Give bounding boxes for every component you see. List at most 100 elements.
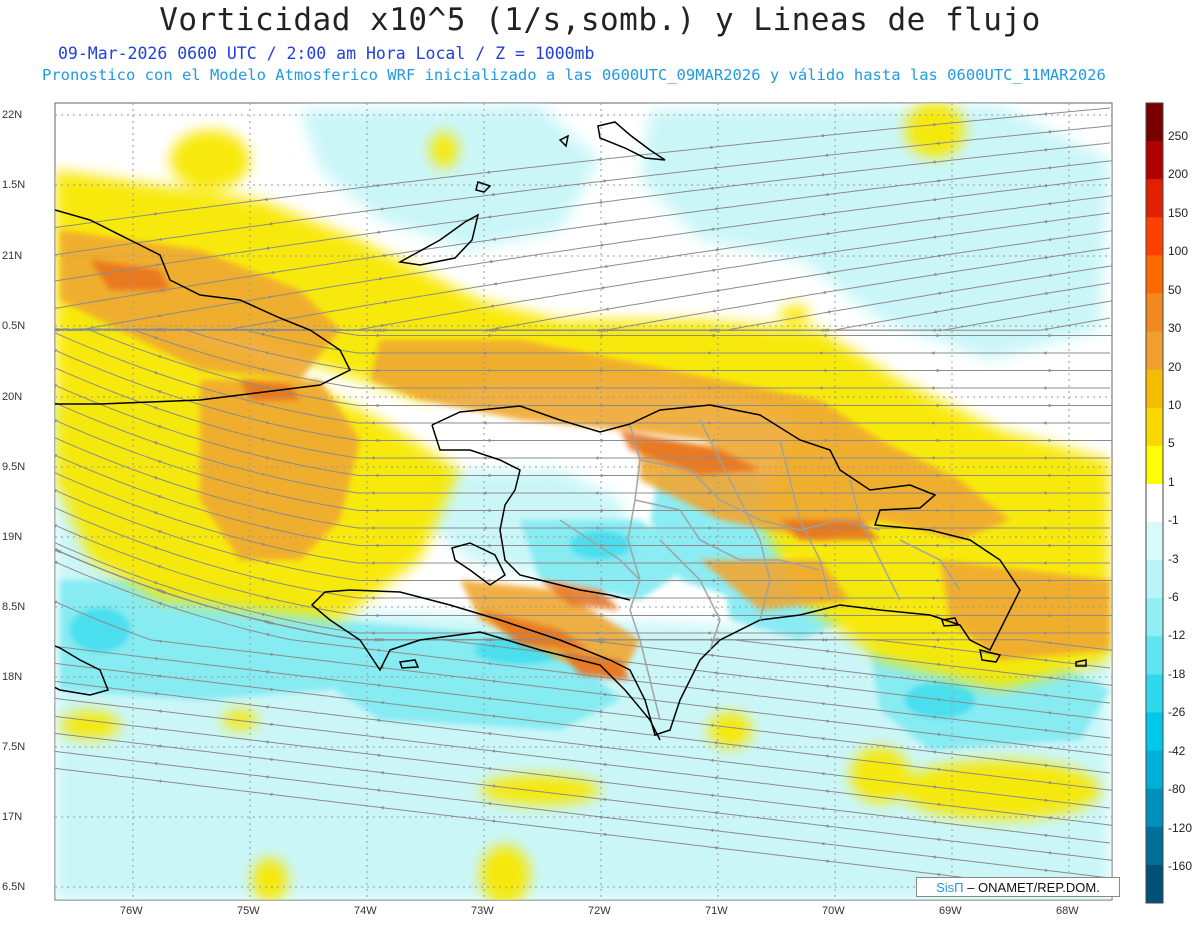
streamline-arrow <box>710 368 715 373</box>
streamline-arrow <box>55 524 58 528</box>
streamline-arrow <box>157 460 162 464</box>
streamline-arrow <box>55 600 58 604</box>
streamline-arrow <box>709 186 714 190</box>
streamline-arrow <box>598 403 603 408</box>
streamline-arrow <box>487 766 492 771</box>
colorbar-swatch <box>1146 750 1163 790</box>
streamline-arrow <box>602 797 607 802</box>
streamline-arrow <box>1047 237 1052 242</box>
streamline-arrow <box>272 319 277 323</box>
streamline-arrow <box>1047 641 1052 645</box>
streamline-arrow <box>487 696 492 701</box>
streamline-arrow <box>936 697 940 702</box>
streamline-arrow <box>934 403 939 408</box>
streamline-arrow <box>824 859 829 863</box>
streamline-arrow <box>1043 833 1048 838</box>
streamline-arrow <box>820 737 825 741</box>
streamline-arrow <box>55 561 58 565</box>
streamline-arrow <box>598 543 603 548</box>
streamline-arrow <box>482 351 487 355</box>
streamline-arrow <box>932 645 936 649</box>
streamline-arrow <box>822 403 827 408</box>
streamline-arrow <box>157 237 162 242</box>
streamline-arrow <box>594 596 599 600</box>
streamline-arrow <box>157 565 162 569</box>
streamline-arrow <box>710 227 714 231</box>
streamline-arrow <box>153 726 158 731</box>
colorbar-label: 30 <box>1168 321 1182 335</box>
streamline-arrow <box>264 596 269 600</box>
streamline-arrow <box>1043 183 1048 188</box>
streamline-arrow <box>491 819 496 823</box>
lat-label: 9.5N <box>2 461 26 473</box>
streamline-arrow <box>930 351 935 355</box>
colorbar-label: -1 <box>1168 513 1179 527</box>
streamline-arrow <box>157 601 162 606</box>
lon-label: 71W <box>705 905 728 917</box>
streamline-arrow <box>818 421 823 425</box>
streamline-arrow <box>822 290 827 294</box>
streamline-arrow <box>264 775 269 779</box>
streamline-arrow <box>264 386 269 390</box>
colorbar-swatch <box>1146 864 1163 904</box>
streamline-arrow <box>935 179 940 183</box>
streamline-arrow <box>55 489 58 493</box>
streamline-arrow <box>370 561 375 565</box>
streamline-arrow <box>374 183 379 188</box>
streamline-arrow <box>713 671 718 675</box>
streamline-arrow <box>598 780 603 784</box>
streamline-arrow <box>706 351 711 355</box>
streamline <box>55 601 1112 756</box>
streamline-arrow <box>708 145 713 150</box>
streamline-arrow <box>1046 613 1051 618</box>
streamline-arrow <box>55 384 58 388</box>
streamline-arrow <box>824 192 829 197</box>
streamline-arrow <box>374 508 379 513</box>
streamline-arrow <box>818 351 823 355</box>
streamlines <box>55 107 1112 896</box>
streamline-arrow <box>154 263 159 267</box>
streamline-arrow <box>601 179 606 183</box>
colorbar-label: 20 <box>1168 360 1182 374</box>
streamline <box>55 561 1111 739</box>
streamline-arrow <box>710 473 715 478</box>
streamline-arrow <box>376 718 380 723</box>
streamline-arrow <box>819 328 824 333</box>
streamline-arrow <box>934 368 939 373</box>
streamline-arrow <box>824 789 829 793</box>
streamline-arrow <box>486 438 491 443</box>
streamline-arrow <box>935 638 940 642</box>
streamline-arrow <box>157 744 162 748</box>
colorbar-swatch <box>1146 103 1163 142</box>
streamline-arrow <box>706 421 711 425</box>
streamline-arrow <box>491 714 496 718</box>
streamline-arrow <box>1043 658 1048 663</box>
streamline-arrow <box>822 613 827 618</box>
streamline-arrow <box>930 386 935 390</box>
streamline-arrow <box>1047 816 1052 820</box>
streamline-arrow <box>260 402 265 407</box>
graticule <box>55 103 1112 900</box>
streamline-arrow <box>714 247 719 252</box>
streamline-arrow <box>594 421 599 425</box>
streamline-arrow <box>486 368 491 373</box>
streamline-arrow <box>818 456 823 460</box>
streamline-arrow <box>370 631 375 635</box>
colorbar-frame <box>1145 102 1164 904</box>
streamline-arrow <box>153 691 158 696</box>
streamline-arrow <box>930 456 935 460</box>
streamline-arrow <box>1043 148 1047 152</box>
streamline-arrow <box>370 456 375 460</box>
valid-time-subtitle: 09-Mar-2026 0600 UTC / 2:00 am Hora Loca… <box>58 44 595 63</box>
streamline-arrow <box>936 767 940 772</box>
streamline-arrow <box>598 675 603 679</box>
colorbar-swatch <box>1146 826 1163 866</box>
lat-label: 18N <box>2 671 23 683</box>
streamline-arrow <box>157 674 162 678</box>
streamline-arrow <box>1042 351 1047 355</box>
streamline-arrow <box>937 291 941 295</box>
streamline-arrow <box>824 684 829 688</box>
colorbar-swatch <box>1146 598 1163 637</box>
streamline-arrow <box>153 476 158 480</box>
streamline-arrow <box>598 438 603 443</box>
